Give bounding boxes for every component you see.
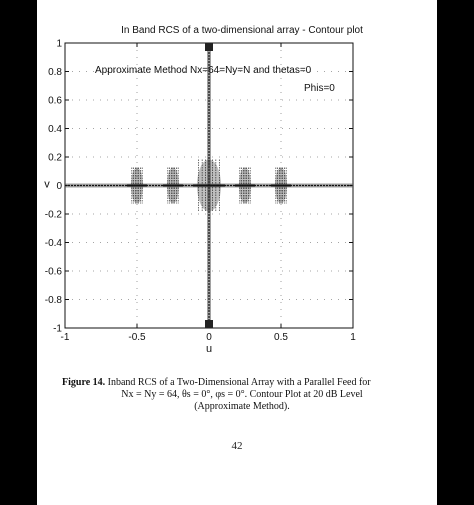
page-number: 42: [231, 440, 243, 452]
y-tick-label: -0.2: [45, 210, 63, 221]
y-tick-label: 0.6: [48, 96, 62, 107]
x-axis-label: u: [206, 343, 212, 355]
caption-label: Figure 14.: [62, 377, 106, 388]
y-tick-label: -0.4: [45, 238, 63, 249]
y-tick-label: 0.4: [48, 124, 62, 135]
x-tick-label: -0.5: [128, 332, 146, 343]
x-tick-label: -1: [61, 332, 70, 343]
figure-caption: Figure 14. Inband RCS of a Two-Dimension…: [62, 377, 422, 413]
y-tick-label: 0.8: [48, 67, 62, 78]
plot-title: In Band RCS of a two-dimensional array -…: [121, 25, 363, 36]
x-tick-label: 1: [350, 332, 356, 343]
y-tick-label: 0.2: [48, 153, 62, 164]
y-tick-label: 1: [56, 39, 62, 50]
y-axis-label: v: [44, 179, 50, 191]
contour-plot: -1 -0.5 0 0.5 1 1 0.8 0.6 0.4 0.2 0 -0.2 -0.4 -0.6 -0.…: [44, 39, 356, 356]
caption-line-1: Inband RCS of a Two-Dimensional Array wi…: [107, 377, 371, 388]
annotation-method: Approximate Method Nx=64=Ny=N and thetas…: [95, 65, 312, 76]
y-tick-label: -1: [53, 324, 62, 335]
v-axis-lobe-bottom: [205, 320, 213, 328]
caption-line-3: (Approximate Method).: [194, 401, 290, 412]
document-page: -1 -0.5 0 0.5 1 1 0.8 0.6 0.4 0.2 0 -0.2 -0.4 -0.6 -0.…: [37, 0, 437, 505]
y-tick-label: 0: [56, 181, 62, 192]
annotation-phis: Phis=0: [304, 83, 335, 94]
y-tick-label: -0.6: [45, 267, 63, 278]
y-tick-label: -0.8: [45, 295, 63, 306]
caption-line-2: Nx = Ny = 64, θs = 0°, φs = 0°. Contour …: [121, 389, 363, 400]
x-tick-label: 0.5: [274, 332, 288, 343]
x-tick-label: 0: [206, 332, 212, 343]
v-axis-lobe-top: [205, 43, 213, 51]
